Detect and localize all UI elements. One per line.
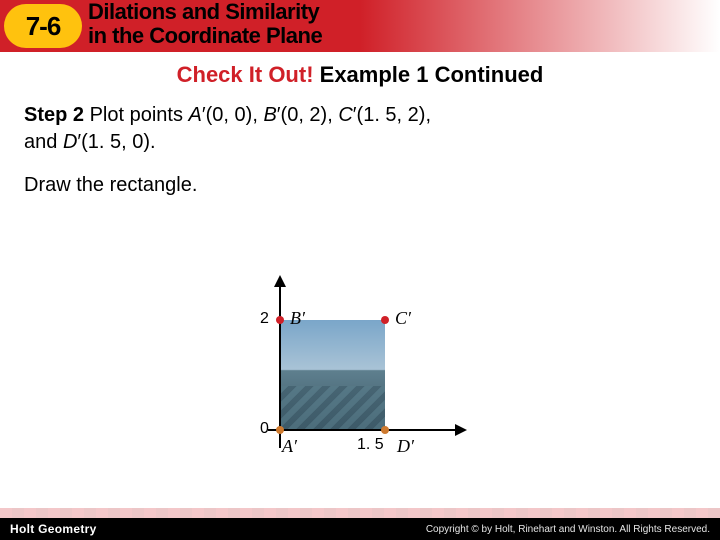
- xtick-1-5: 1. 5: [357, 436, 384, 454]
- point-B′: [276, 316, 284, 324]
- sub-heading: Check It Out! Example 1 Continued: [0, 62, 720, 88]
- step-pre: Plot points: [84, 104, 189, 126]
- subhead-black: Example 1 Continued: [314, 62, 544, 87]
- step-and: and: [24, 131, 63, 153]
- ytick-2: 2: [260, 310, 269, 328]
- point-label-A′: A′: [282, 436, 297, 457]
- point-label-D′: D′: [397, 436, 414, 457]
- footer: Holt Geometry Copyright © by Holt, Rineh…: [0, 518, 720, 540]
- y-axis: [279, 285, 281, 448]
- y-axis-arrow: [274, 275, 286, 287]
- pt-D-coords: ′(1. 5, 0).: [77, 131, 155, 153]
- step-line: Step 2 Plot points A′(0, 0), B′(0, 2), C…: [24, 102, 696, 156]
- title-line-1: Dilations and Similarity: [88, 0, 322, 24]
- pt-B: B: [263, 104, 276, 126]
- pt-C: C: [338, 104, 352, 126]
- body-text: Step 2 Plot points A′(0, 0), B′(0, 2), C…: [0, 88, 720, 197]
- x-axis: [268, 429, 455, 431]
- pt-A: A: [189, 104, 202, 126]
- footer-stripe: [0, 508, 720, 518]
- footer-copyright: Copyright © by Holt, Rinehart and Winsto…: [426, 524, 710, 535]
- pt-B-coords: ′(0, 2),: [277, 104, 339, 126]
- draw-line: Draw the rectangle.: [24, 174, 696, 197]
- pt-A-coords: ′(0, 0),: [202, 104, 264, 126]
- x-axis-arrow: [455, 424, 467, 436]
- slide-title: Dilations and Similarity in the Coordina…: [88, 0, 322, 48]
- chapter-badge: 7-6: [4, 4, 82, 48]
- pt-D: D: [63, 131, 77, 153]
- photo-inset: [280, 320, 385, 430]
- point-D′: [381, 426, 389, 434]
- chapter-number: 7-6: [26, 11, 61, 42]
- subhead-red: Check It Out!: [177, 62, 314, 87]
- footer-brand: Holt Geometry: [10, 522, 97, 536]
- slide-header: 7-6 Dilations and Similarity in the Coor…: [0, 0, 720, 52]
- point-label-B′: B′: [290, 308, 305, 329]
- title-line-2: in the Coordinate Plane: [88, 24, 322, 48]
- point-label-C′: C′: [395, 308, 411, 329]
- step-label: Step 2: [24, 104, 84, 126]
- coordinate-chart: 2 0 1. 5 B′ C′ A′ D′: [230, 280, 490, 470]
- xtick-0: 0: [260, 420, 269, 438]
- pt-C-coords: ′(1. 5, 2),: [353, 104, 431, 126]
- point-A′: [276, 426, 284, 434]
- point-C′: [381, 316, 389, 324]
